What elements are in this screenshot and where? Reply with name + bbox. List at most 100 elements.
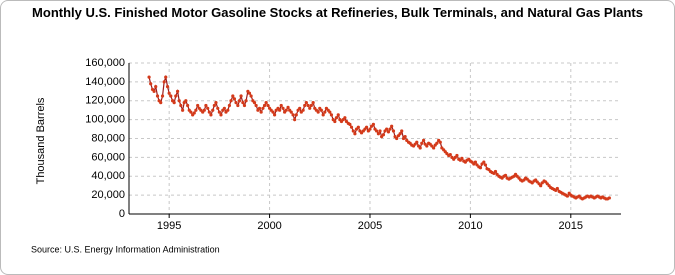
data-point xyxy=(206,106,210,110)
data-point xyxy=(204,103,208,108)
data-point xyxy=(162,80,166,84)
data-point xyxy=(309,103,313,108)
data-point xyxy=(237,99,242,103)
data-point xyxy=(232,97,237,101)
x-tick-label: 2015 xyxy=(559,220,583,232)
data-point xyxy=(194,108,198,112)
y-tick-label: 160,000 xyxy=(85,57,125,69)
data-point xyxy=(196,103,200,108)
y-tick-label: 20,000 xyxy=(91,189,125,201)
x-tick-label: 1995 xyxy=(157,220,181,232)
data-point xyxy=(448,152,452,157)
data-point xyxy=(174,94,178,98)
data-point xyxy=(349,125,354,129)
data-point xyxy=(455,153,459,158)
data-point xyxy=(336,113,340,117)
data-point xyxy=(308,106,312,110)
data-point xyxy=(435,141,439,145)
data-point xyxy=(154,84,158,89)
data-point xyxy=(152,89,156,93)
data-point xyxy=(289,110,293,114)
data-point xyxy=(149,82,153,86)
data-point xyxy=(607,196,611,200)
chart-title: Monthly U.S. Finished Motor Gasoline Sto… xyxy=(32,5,643,20)
data-point xyxy=(222,106,226,110)
data-point xyxy=(177,99,181,103)
data-point xyxy=(418,146,422,150)
data-point xyxy=(209,113,213,117)
data-point xyxy=(155,94,160,98)
data-point xyxy=(226,108,230,112)
data-point xyxy=(229,99,233,103)
data-point xyxy=(241,101,245,105)
data-point xyxy=(555,186,559,191)
data-point xyxy=(400,129,404,133)
data-point xyxy=(391,129,396,133)
y-tick-label: 60,000 xyxy=(91,151,125,163)
data-point xyxy=(371,122,375,126)
data-point xyxy=(257,106,262,110)
data-point xyxy=(368,127,372,131)
data-point xyxy=(388,127,392,131)
data-point xyxy=(216,106,220,110)
data-point xyxy=(415,140,419,144)
x-tick-label: 2000 xyxy=(257,220,281,232)
data-point xyxy=(539,184,543,188)
data-point xyxy=(186,103,190,108)
data-point xyxy=(217,110,221,114)
data-point xyxy=(375,129,379,133)
data-point xyxy=(234,101,238,105)
data-point xyxy=(272,113,277,117)
data-point xyxy=(333,119,337,124)
data-point xyxy=(169,94,173,98)
data-point xyxy=(353,132,357,136)
data-point xyxy=(493,169,498,174)
data-point xyxy=(304,101,308,105)
data-point xyxy=(478,166,483,170)
data-point xyxy=(301,108,305,112)
data-point xyxy=(189,110,193,114)
data-point xyxy=(356,125,360,129)
data-point xyxy=(378,129,382,133)
data-point xyxy=(211,108,215,112)
data-point xyxy=(254,103,258,108)
data-point xyxy=(376,132,381,136)
data-point xyxy=(279,103,283,108)
data-point xyxy=(219,113,223,117)
data-point xyxy=(192,111,196,115)
y-tick-label: 80,000 xyxy=(91,132,125,144)
data-point xyxy=(398,132,402,136)
data-point xyxy=(278,108,282,112)
y-tick-label: 0 xyxy=(119,208,125,220)
data-point xyxy=(425,144,429,148)
data-point xyxy=(291,113,295,117)
data-point xyxy=(231,94,235,98)
data-point xyxy=(286,105,290,109)
data-point xyxy=(207,110,211,114)
data-point xyxy=(281,106,285,110)
x-tick-label: 2005 xyxy=(358,220,382,232)
data-point xyxy=(311,101,315,105)
data-point xyxy=(460,156,464,160)
data-point xyxy=(420,141,424,145)
data-point xyxy=(395,136,399,141)
data-point xyxy=(247,91,252,95)
data-point xyxy=(175,89,180,93)
data-point xyxy=(261,106,265,110)
data-point xyxy=(334,116,339,120)
data-point xyxy=(227,103,232,108)
data-point xyxy=(343,116,347,120)
data-point xyxy=(321,113,325,117)
data-point xyxy=(323,110,327,114)
data-point xyxy=(167,91,171,95)
data-point xyxy=(236,103,240,108)
data-point xyxy=(202,108,206,112)
data-point xyxy=(293,118,297,122)
data-point xyxy=(172,101,176,105)
y-tick-label: 100,000 xyxy=(85,114,125,126)
data-point xyxy=(503,173,508,177)
data-point xyxy=(164,75,168,79)
data-point xyxy=(244,99,248,103)
